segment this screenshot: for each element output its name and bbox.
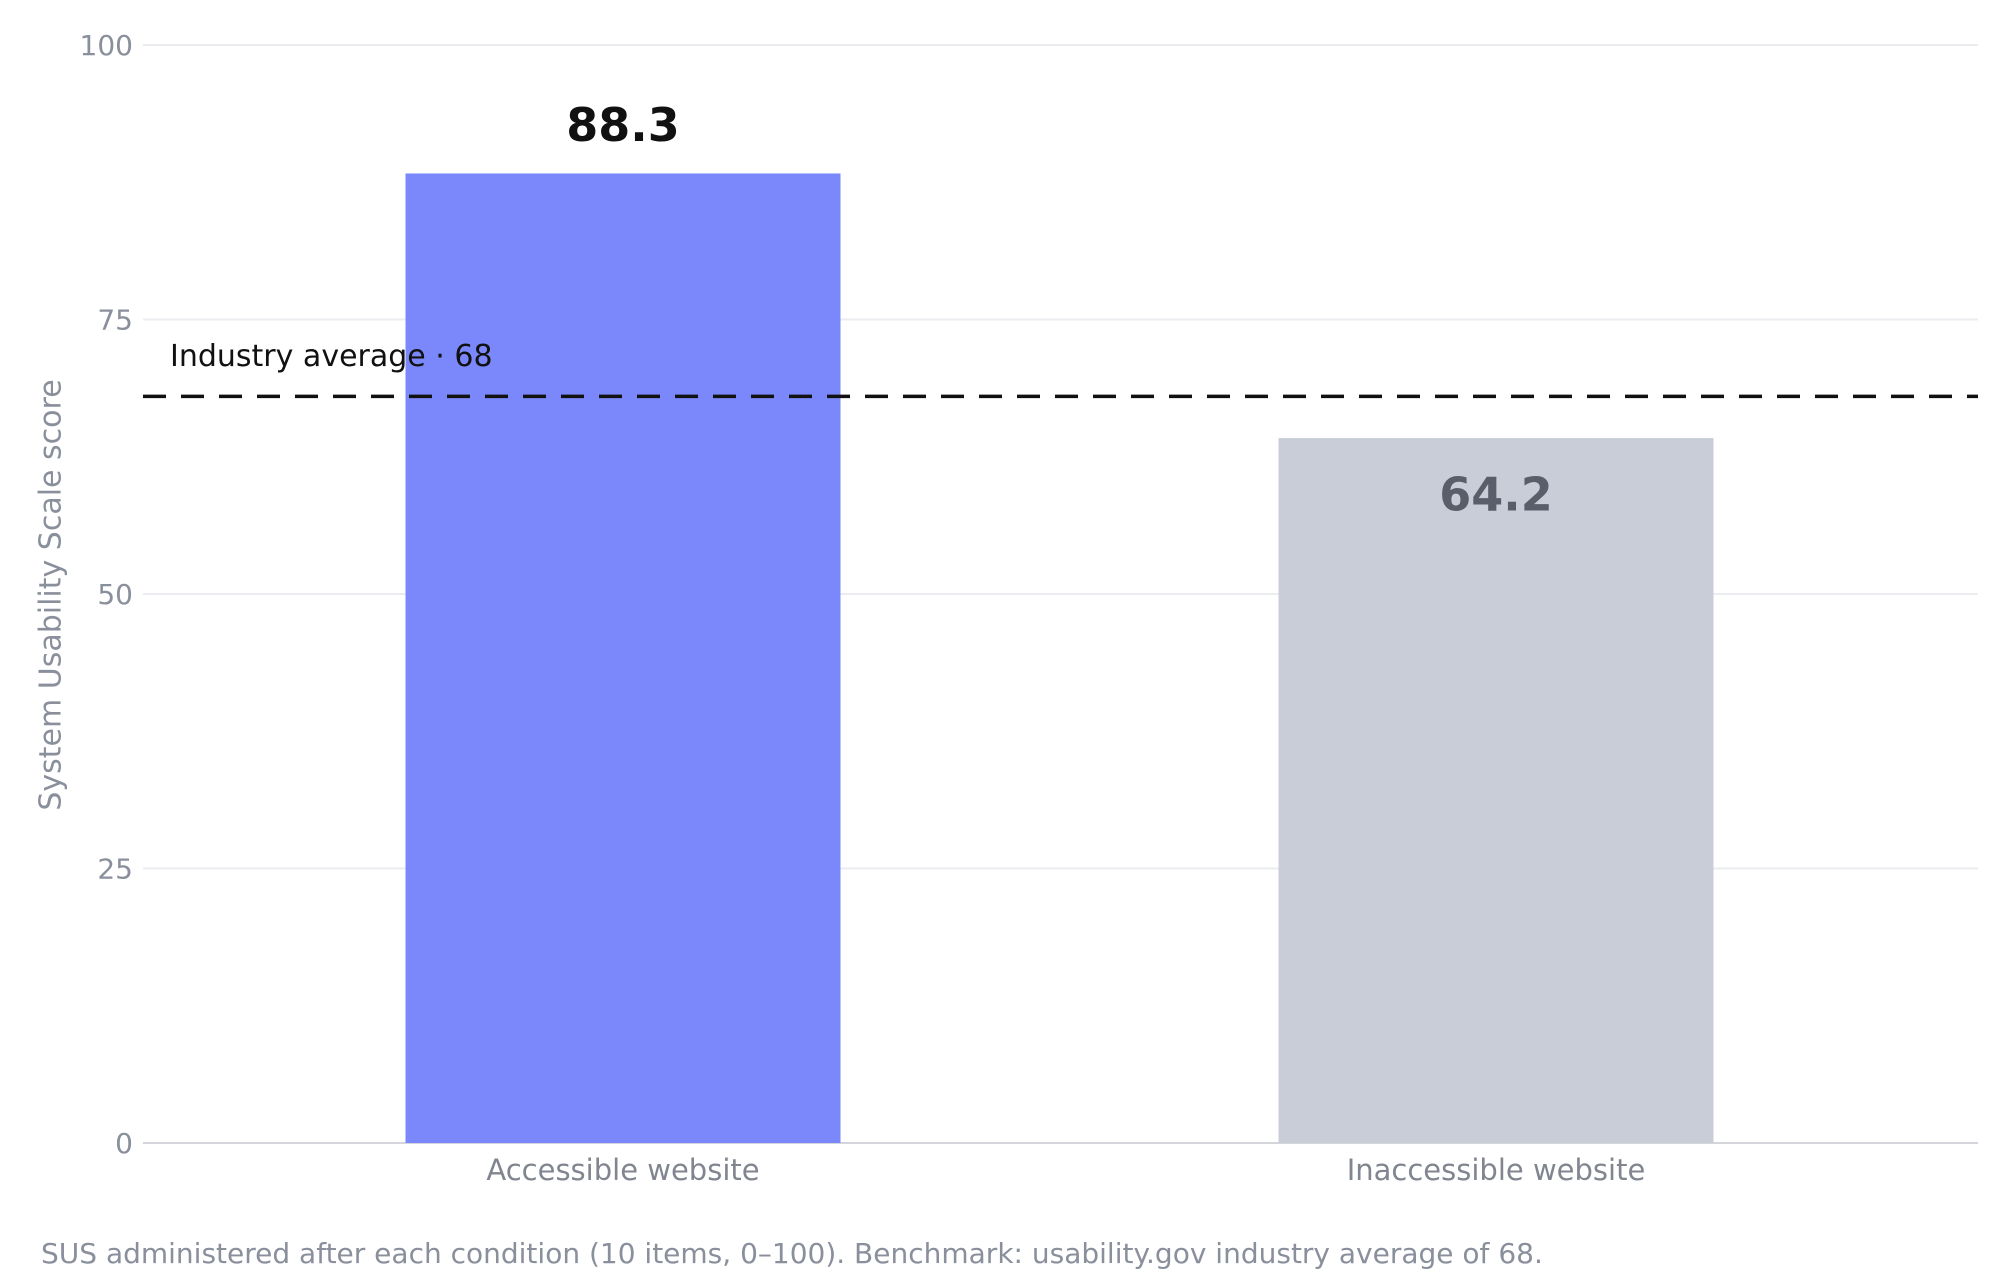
x-tick-label: Accessible website: [486, 1153, 759, 1187]
value-label: 64.2: [1439, 468, 1553, 522]
y-tick-label: 25: [97, 853, 133, 886]
value-label: 88.3: [566, 98, 680, 152]
y-tick-label: 0: [115, 1127, 133, 1160]
footnote: SUS administered after each condition (1…: [41, 1237, 1543, 1270]
reference-label: Industry average · 68: [170, 339, 493, 374]
bar: [1278, 438, 1714, 1144]
bar: [405, 173, 841, 1143]
y-tick-label: 75: [97, 304, 133, 337]
y-tick-label: 100: [80, 29, 133, 62]
y-axis-title: System Usability Scale score: [34, 379, 69, 810]
y-tick-label: 50: [97, 578, 133, 611]
x-tick-label: Inaccessible website: [1347, 1153, 1646, 1187]
